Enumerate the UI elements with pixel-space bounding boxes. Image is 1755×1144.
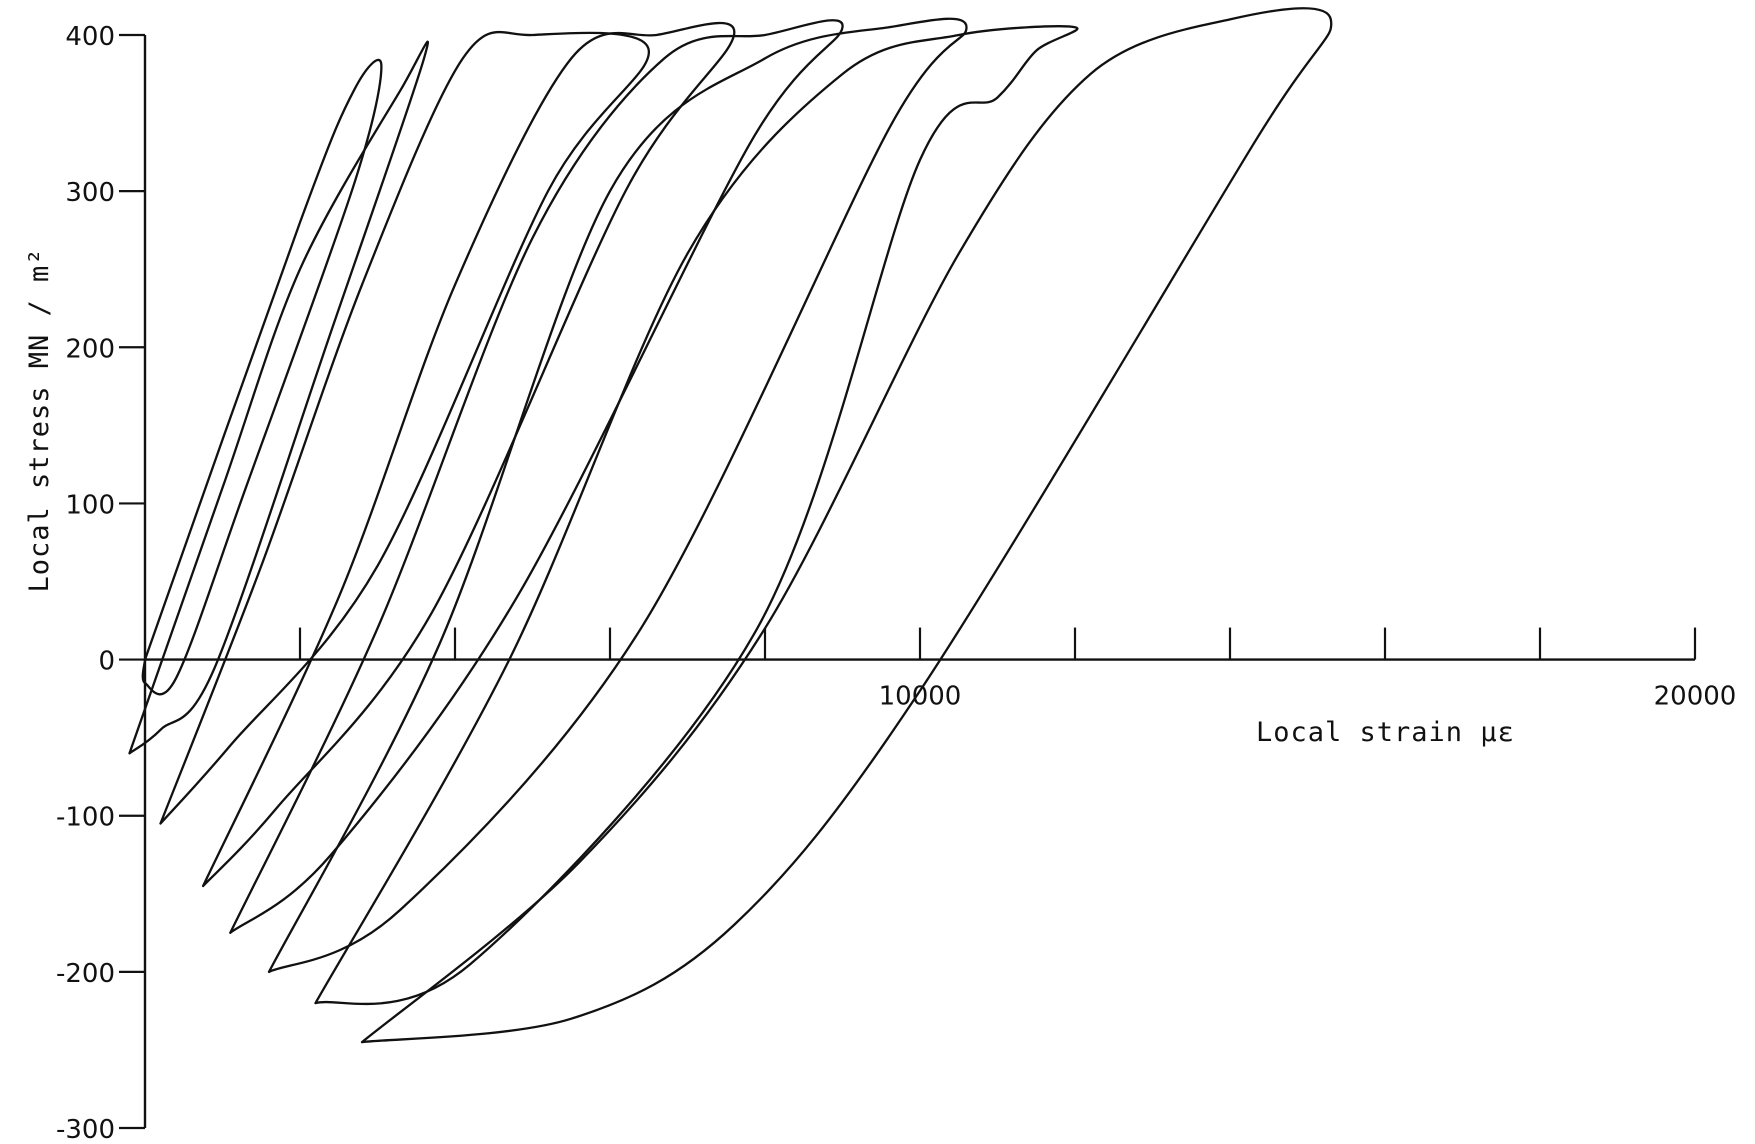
hysteresis-loops <box>128 7 1333 1044</box>
y-axis-title: Local stress MN / m² <box>24 247 55 592</box>
y-tick-label: -300 <box>56 1115 115 1144</box>
hysteresis-loop-4 <box>201 21 736 888</box>
y-tick-label: 300 <box>65 178 115 208</box>
y-tick-label: 200 <box>65 334 115 364</box>
hysteresis-loop-3 <box>159 30 650 825</box>
hysteresis-loop-7 <box>314 25 1079 1006</box>
axes <box>119 33 1697 1130</box>
y-tick-label: -200 <box>56 959 115 989</box>
y-tick-label: -100 <box>56 803 115 833</box>
y-tick-label: 400 <box>65 22 115 52</box>
hysteresis-loop-1 <box>141 58 383 696</box>
hysteresis-loop-8 <box>360 7 1333 1044</box>
y-tick-label: 0 <box>98 647 115 677</box>
x-tick-label: 10000 <box>879 682 962 712</box>
y-tick-label: 100 <box>65 490 115 520</box>
tick-labels: -300 -200 -100 0 100 200 300 400 10000 20000 <box>56 22 1736 1144</box>
x-axis-title: Local strain µε <box>1256 717 1515 748</box>
x-tick-label: 20000 <box>1654 682 1737 712</box>
hysteresis-loop-2 <box>128 40 429 755</box>
hysteresis-loop-5 <box>229 19 844 934</box>
hysteresis-loop-6 <box>267 17 968 974</box>
